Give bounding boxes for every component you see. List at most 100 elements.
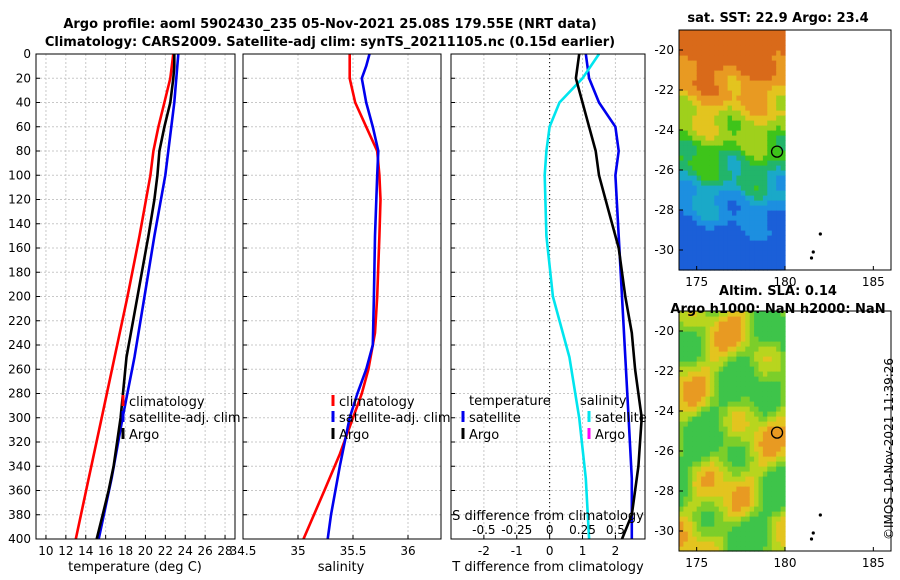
sst-map-cell: [749, 135, 755, 141]
sst-map-cell: [723, 255, 729, 261]
top-tick-label: -0.5: [472, 523, 495, 537]
sla-map-cell: [758, 386, 764, 392]
sst-map-cell: [762, 30, 768, 36]
sla-map-cell: [780, 476, 786, 482]
sla-map-cell: [767, 381, 773, 387]
sla-map-cell: [705, 386, 711, 392]
sla-map-cell: [709, 476, 715, 482]
sst-map-cell: [679, 70, 684, 76]
legend-argo-label: Argo: [129, 428, 159, 443]
sla-map-cell: [754, 516, 760, 522]
sst-map-cell: [723, 60, 729, 66]
sst-map-cell: [701, 120, 707, 126]
sst-map-cell: [705, 70, 711, 76]
sla-map-cell: [780, 541, 786, 547]
sla-map-cell: [696, 326, 702, 332]
sla-map-cell: [692, 316, 698, 322]
sst-map-cell: [749, 180, 755, 186]
sst-map-cell: [692, 85, 698, 91]
sst-map-cell: [696, 250, 702, 256]
sst-map-cell: [705, 140, 711, 146]
sst-map-cell: [745, 135, 751, 141]
sla-map-cell: [776, 436, 782, 442]
sla-map-cell: [709, 466, 715, 472]
sla-map-cell: [701, 486, 707, 492]
sst-map-cell: [758, 40, 764, 46]
sst-map-cell: [709, 215, 715, 221]
sla-map-cell: [740, 336, 746, 342]
sla-map-cell: [696, 316, 702, 322]
legend-climatology-label: climatology: [339, 395, 415, 410]
sla-map-cell: [736, 511, 742, 517]
sla-map-cell: [687, 351, 693, 357]
sla-map-cell: [714, 486, 720, 492]
sst-map-cell: [727, 125, 733, 131]
sst-map-cell: [718, 245, 724, 251]
sla-map-cell: [780, 376, 786, 382]
sla-map-cell: [723, 471, 729, 477]
sla-map-cell: [683, 361, 689, 367]
sst-map-cell: [705, 145, 711, 151]
sst-map-cell: [736, 145, 742, 151]
sla-map-cell: [740, 426, 746, 432]
sst-map-cell: [701, 60, 707, 66]
sla-map-cell: [745, 461, 751, 467]
sst-map-cell: [732, 145, 737, 151]
sst-map-cell: [758, 65, 764, 71]
sla-map-cell: [754, 406, 760, 412]
sst-map-cell: [736, 105, 742, 111]
sla-map-cell: [771, 486, 777, 492]
sst-map-cell: [776, 195, 782, 201]
sst-map-cell: [767, 215, 773, 221]
sst-map-cell: [709, 190, 715, 196]
sla-map-cell: [687, 471, 693, 477]
sla-map-cell: [705, 396, 711, 402]
sst-map-cell: [714, 140, 720, 146]
sst-map-cell: [776, 200, 782, 206]
sla-map-cell: [701, 376, 707, 382]
sla-map-cell: [701, 541, 707, 547]
sst-map-cell: [771, 65, 777, 71]
sla-map-cell: [709, 521, 715, 527]
sla-map-cell: [687, 461, 693, 467]
sst-map-cell: [745, 250, 751, 256]
sla-map-cell: [727, 376, 733, 382]
sst-map-cell: [776, 180, 782, 186]
sst-map-cell: [723, 215, 729, 221]
sst-map-cell: [696, 95, 702, 101]
sla-map-cell: [718, 516, 724, 522]
sst-map-cell: [767, 95, 773, 101]
sst-map-cell: [701, 265, 707, 271]
x-tick-label: 35.5: [340, 544, 367, 558]
sla-map-cell: [780, 381, 786, 387]
sst-map-cell: [780, 90, 786, 96]
sst-map-title: sat. SST: 22.9 Argo: 23.4: [687, 11, 868, 26]
sst-map-cell: [745, 175, 751, 181]
sla-map-cell: [771, 426, 777, 432]
sla-map-cell: [718, 381, 724, 387]
sla-map-cell: [714, 461, 720, 467]
sst-map-cell: [723, 175, 729, 181]
sla-map-cell: [696, 346, 702, 352]
sla-map-cell: [696, 376, 702, 382]
sst-map-cell: [780, 220, 786, 226]
sla-map-cell: [745, 526, 751, 532]
sla-map-cell: [683, 376, 689, 382]
sla-map-cell: [732, 346, 737, 352]
sst-map-cell: [718, 180, 724, 186]
sla-map-cell: [692, 466, 698, 472]
sst-map-cell: [745, 65, 751, 71]
sst-map-cell: [692, 235, 698, 241]
sst-map-cell: [762, 195, 768, 201]
sst-map-cell: [736, 215, 742, 221]
sst-map-cell: [771, 30, 777, 36]
sla-map-cell: [723, 311, 729, 317]
sst-map-cell: [740, 160, 746, 166]
sst-map-cell: [718, 240, 724, 246]
sla-map-cell: [723, 351, 729, 357]
sla-map-cell: [727, 431, 733, 437]
sla-map-cell: [732, 536, 737, 542]
sla-map-cell: [723, 456, 729, 462]
sla-map-cell: [754, 486, 760, 492]
sst-map-cell: [696, 80, 702, 86]
